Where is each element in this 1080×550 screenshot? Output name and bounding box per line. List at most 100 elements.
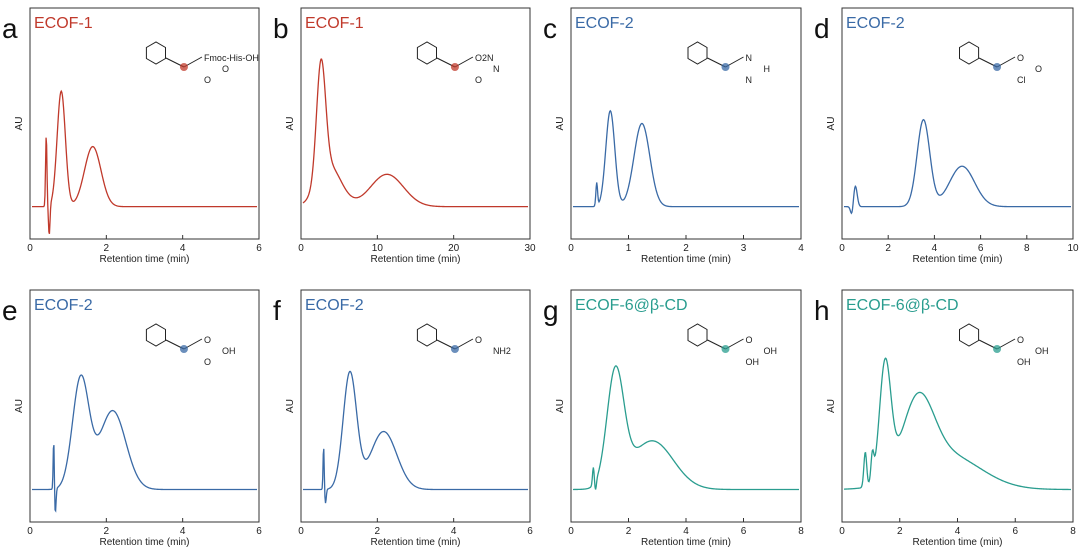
x-tick-label: 0 [298, 243, 304, 254]
benzene-ring [416, 323, 437, 347]
chiral-center-marker [993, 63, 1002, 71]
x-tick-label: 30 [524, 243, 536, 254]
x-axis-label: Retention time (min) [641, 537, 731, 548]
y-axis-label: AU [826, 117, 837, 131]
x-tick-label: 8 [798, 526, 804, 537]
atom-label: N [746, 75, 753, 85]
panel-title: ECOF-2 [305, 297, 364, 314]
molecule-structure: O OH O [145, 323, 236, 367]
x-tick-label: 8 [1024, 243, 1030, 254]
plot-frame [29, 289, 260, 523]
atom-label: O [1035, 64, 1042, 74]
chart-panel-e: e ECOF-2 AU 0 2 4 6 Retention time (min) O OH O [2, 289, 262, 548]
atom-label: OH [1017, 357, 1031, 367]
x-tick-label: 4 [180, 243, 186, 254]
y-axis-label: AU [555, 117, 566, 131]
atom-label: N [746, 53, 753, 63]
atom-label: N [493, 64, 500, 74]
x-tick-label: 6 [1012, 526, 1018, 537]
atom-label: O [204, 357, 211, 367]
panel-letter: a [2, 13, 18, 44]
molecule-structure: N H N [687, 41, 771, 85]
x-tick-label: 6 [256, 243, 262, 254]
x-tick-label: 10 [1067, 243, 1079, 254]
chiral-center-marker [721, 63, 730, 71]
panel-title: ECOF-2 [846, 15, 905, 32]
x-tick-label: 0 [27, 243, 33, 254]
panel-title: ECOF-2 [575, 15, 634, 32]
chromatogram-trace [844, 118, 1071, 215]
panel-letter: h [814, 295, 830, 326]
x-tick-label: 6 [256, 526, 262, 537]
atom-label: O [475, 335, 482, 345]
atom-label: Cl [1017, 75, 1026, 85]
atom-label: NH2 [493, 346, 511, 356]
chromatogram-trace [573, 365, 799, 491]
panel-letter: f [273, 295, 281, 326]
x-tick-label: 0 [298, 526, 304, 537]
x-tick-label: 10 [372, 243, 384, 254]
x-tick-label: 2 [897, 526, 903, 537]
x-tick-label: 2 [626, 526, 632, 537]
chromatogram-trace [303, 370, 528, 504]
x-tick-label: 4 [683, 526, 689, 537]
molecule-structure: O NH2 [416, 323, 511, 356]
x-axis-label: Retention time (min) [641, 254, 731, 265]
plot-frame [300, 289, 531, 523]
plot-frame [841, 7, 1074, 240]
benzene-ring [145, 41, 166, 65]
panel-title: ECOF-1 [34, 15, 93, 32]
chart-panel-g: g ECOF-6@β-CD AU 0 2 4 6 8 Retention time (min) O… [543, 289, 804, 548]
y-axis-label: AU [285, 399, 296, 413]
chart-panel-d: d ECOF-2 AU 0 2 4 6 8 10 Retention time (min) O O Cl [814, 7, 1079, 265]
x-tick-label: 0 [27, 526, 33, 537]
x-axis-label: Retention time (min) [370, 537, 460, 548]
panel-title: ECOF-6@β-CD [846, 297, 959, 314]
atom-label: O [746, 335, 753, 345]
chromatogram-trace [302, 58, 528, 208]
molecule-structure: O O Cl [959, 41, 1042, 85]
panel-letter: c [543, 13, 557, 44]
x-tick-label: 2 [104, 526, 110, 537]
y-axis-label: AU [826, 399, 837, 413]
atom-label: OH [764, 346, 778, 356]
atom-label: O2N [475, 53, 494, 63]
plot-frame [29, 7, 260, 240]
panel-letter: g [543, 295, 559, 326]
atom-label: O [222, 64, 229, 74]
chiral-center-marker [721, 345, 730, 353]
atom-label: Fmoc-His-OH [204, 53, 259, 63]
y-axis-label: AU [285, 117, 296, 131]
chart-panel-b: b ECOF-1 AU 0 10 20 30 Retention time (min) O2NN… [273, 7, 536, 265]
chart-panel-f: f ECOF-2 AU 0 2 4 6 Retention time (min) O NH2 [273, 289, 533, 548]
panel-letter: b [273, 13, 289, 44]
benzene-ring [416, 41, 437, 65]
x-tick-label: 2 [885, 243, 891, 254]
atom-label: O [204, 335, 211, 345]
plot-frame [841, 289, 1074, 523]
atom-label: OH [1035, 346, 1049, 356]
atom-label: OH [222, 346, 236, 356]
chromatogram-trace [32, 374, 257, 513]
panel-title: ECOF-2 [34, 297, 93, 314]
chiral-center-marker [993, 345, 1002, 353]
x-tick-label: 6 [978, 243, 984, 254]
chiral-center-marker [179, 345, 188, 353]
x-tick-label: 20 [448, 243, 460, 254]
x-tick-label: 2 [104, 243, 110, 254]
chiral-center-marker [179, 63, 188, 71]
x-tick-label: 0 [839, 243, 845, 254]
x-tick-label: 3 [741, 243, 747, 254]
x-tick-label: 2 [683, 243, 689, 254]
atom-label: O [475, 75, 482, 85]
atom-label: O [1017, 335, 1024, 345]
x-tick-label: 6 [527, 526, 533, 537]
chromatogram-trace [32, 89, 257, 235]
x-tick-label: 4 [932, 243, 938, 254]
chart-panel-a: a ECOF-1 AU 0 2 4 6 Retention time (min) Fmoc-Hi… [2, 7, 262, 265]
atom-label: H [764, 64, 771, 74]
atom-label: OH [746, 357, 760, 367]
benzene-ring [687, 323, 708, 347]
